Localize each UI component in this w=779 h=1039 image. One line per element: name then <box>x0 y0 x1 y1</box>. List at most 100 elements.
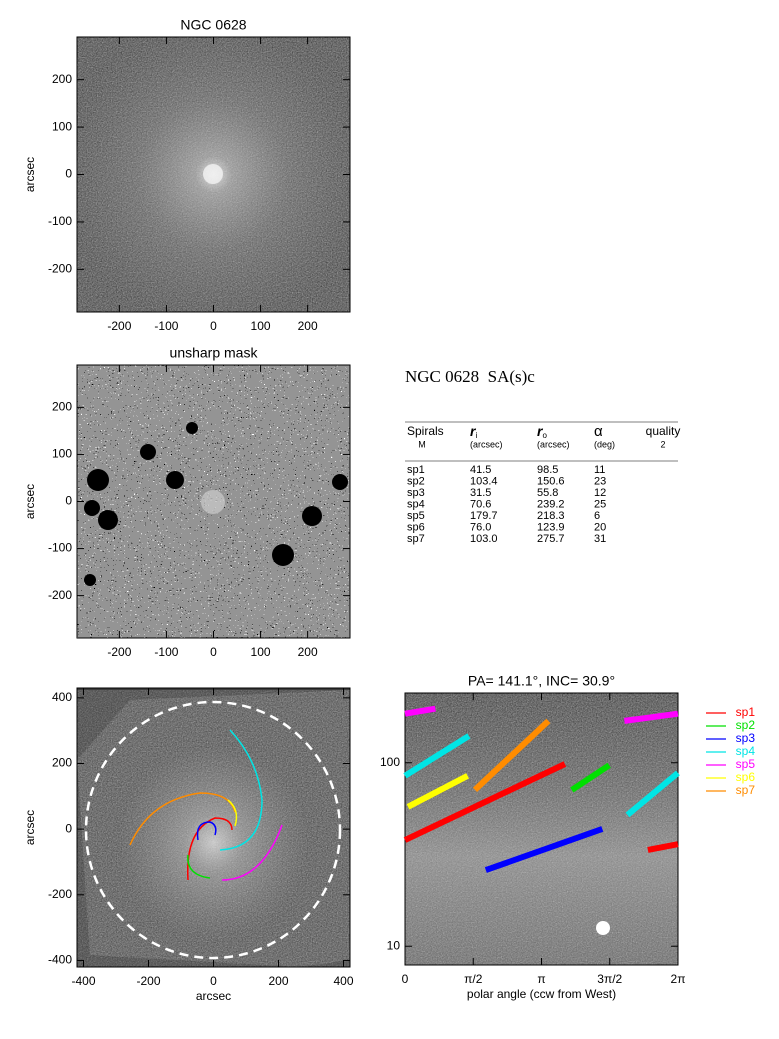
column-subscript: o <box>542 431 547 440</box>
y-tick-label: 100 <box>52 119 72 133</box>
x-tick-label: 0 <box>402 972 409 986</box>
spiral-segment <box>484 826 604 873</box>
column-unit: M <box>418 439 426 449</box>
y-tick-label: 200 <box>52 400 72 414</box>
legend-label: sp5 <box>736 757 756 771</box>
x-tick-label: 2π <box>671 972 686 986</box>
x-tick-label: -200 <box>107 319 131 333</box>
y-tick-label: -100 <box>48 214 72 228</box>
x-tick-label: π/2 <box>464 972 483 986</box>
x-tick-label: 200 <box>268 974 288 988</box>
x-tick-label: π <box>537 972 545 986</box>
table-cell: 41.5 <box>470 464 491 476</box>
y-tick-label: -100 <box>48 541 72 555</box>
y-tick-label: -400 <box>48 953 72 967</box>
x-tick-label: -100 <box>154 319 178 333</box>
table-cell: 218.3 <box>537 510 565 522</box>
table-cell: 239.2 <box>537 498 565 510</box>
legend-label: sp6 <box>736 770 756 784</box>
table-cell: 98.5 <box>537 464 558 476</box>
table-cell: sp1 <box>407 464 425 476</box>
spiral-segment <box>406 773 469 810</box>
table-cell: 103.4 <box>470 475 498 487</box>
panel-title: unsharp mask <box>170 345 259 361</box>
x-tick-label: 3π/2 <box>597 972 622 986</box>
y-tick-label: -200 <box>48 588 72 602</box>
column-name: α <box>594 423 603 440</box>
column-name: quality <box>646 424 681 438</box>
x-axis-label: arcsec <box>196 989 231 1003</box>
table-cell: 70.6 <box>470 498 491 510</box>
deprojected-image <box>77 688 350 967</box>
table-cell: sp5 <box>407 510 425 522</box>
table-cell: sp6 <box>407 521 425 533</box>
galaxy-image <box>77 37 350 312</box>
column-name: r <box>470 423 477 439</box>
x-tick-label: 100 <box>251 645 271 659</box>
table-cell: 25 <box>594 498 606 510</box>
table-cell: sp4 <box>407 498 425 510</box>
unsharp-mask-image <box>77 365 350 638</box>
x-tick-label: 0 <box>210 974 217 988</box>
table-cell: 179.7 <box>470 510 498 522</box>
column-unit: (arcsec) <box>470 439 503 449</box>
column-unit: (deg) <box>594 439 615 449</box>
polar-image <box>405 693 678 965</box>
table-cell: sp7 <box>407 533 425 545</box>
spiral-segment <box>403 761 679 853</box>
column-name: r <box>537 423 544 439</box>
y-tick-label: -200 <box>48 261 72 275</box>
legend-label: sp7 <box>736 783 756 797</box>
x-tick-label: -100 <box>154 645 178 659</box>
table-title: NGC 0628 SA(s)c <box>405 367 535 386</box>
table-cell: 55.8 <box>537 487 558 499</box>
x-tick-label: 0 <box>210 319 217 333</box>
x-tick-label: 200 <box>298 319 318 333</box>
legend-label: sp1 <box>736 705 756 719</box>
x-tick-label: 0 <box>210 645 217 659</box>
spiral-segment <box>472 718 551 792</box>
x-tick-label: -200 <box>107 645 131 659</box>
column-unit: 2 <box>660 439 665 449</box>
table-cell: 123.9 <box>537 521 565 533</box>
y-tick-label: 100 <box>380 755 400 769</box>
panel-title: NGC 0628 <box>180 17 246 33</box>
x-tick-label: -400 <box>71 974 95 988</box>
legend-label: sp3 <box>736 731 756 745</box>
y-axis-label: arcsec <box>23 157 37 192</box>
table-cell: 12 <box>594 487 606 499</box>
table-cell: 31 <box>594 533 606 545</box>
column-name: Spirals <box>407 424 444 438</box>
x-tick-label: 400 <box>333 974 353 988</box>
column-header: ro <box>537 423 547 440</box>
table-cell: 11 <box>594 464 605 476</box>
y-tick-label: 10 <box>387 938 401 952</box>
y-tick-label: 200 <box>52 756 72 770</box>
table-cell: 31.5 <box>470 487 491 499</box>
y-tick-label: 100 <box>52 447 72 461</box>
y-tick-label: 200 <box>52 72 72 86</box>
column-header: quality <box>646 424 681 438</box>
legend-label: sp2 <box>736 718 756 732</box>
spiral-segment <box>404 705 679 724</box>
spiral-segment <box>403 733 680 818</box>
y-axis-label: arcsec <box>23 810 37 845</box>
x-tick-label: 100 <box>251 319 271 333</box>
spiral-segment <box>570 762 611 793</box>
table-cell: 23 <box>594 475 606 487</box>
table-cell: 103.0 <box>470 533 498 545</box>
column-unit: (arcsec) <box>537 439 570 449</box>
y-tick-label: 400 <box>52 690 72 704</box>
y-tick-label: -200 <box>48 887 72 901</box>
y-tick-label: 0 <box>65 167 72 181</box>
panel-title: PA= 141.1°, INC= 30.9° <box>468 673 615 689</box>
table-cell: 6 <box>594 510 600 522</box>
table-cell: 275.7 <box>537 533 565 545</box>
column-header: ri <box>470 423 477 440</box>
y-axis-label: arcsec <box>23 484 37 519</box>
column-header: Spirals <box>407 424 444 438</box>
table-cell: 20 <box>594 521 606 533</box>
table-cell: 150.6 <box>537 475 565 487</box>
table-cell: 76.0 <box>470 521 491 533</box>
column-subscript: i <box>475 431 477 440</box>
